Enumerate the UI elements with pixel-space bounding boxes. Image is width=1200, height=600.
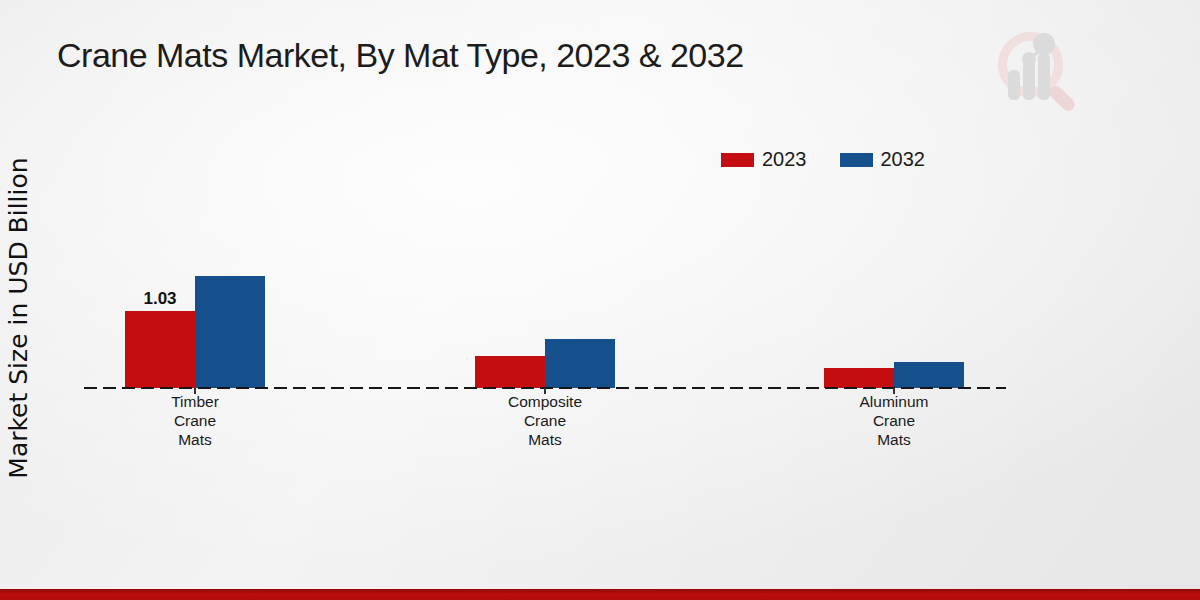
category-label: Aluminum Crane Mats: [824, 392, 964, 449]
legend-item-2023: 2023: [721, 148, 807, 171]
x-axis-tick: [544, 388, 546, 394]
legend-swatch-2032: [840, 153, 873, 167]
logo-chart-bar-icon: [1038, 53, 1050, 100]
bar-2032-category-2: [894, 362, 964, 388]
chart-page: Crane Mats Market, By Mat Type, 2023 & 2…: [0, 0, 1200, 600]
legend-swatch-2023: [721, 153, 754, 167]
bar-2032-category-1: [545, 339, 615, 388]
bar-2023-category-1: [475, 356, 545, 388]
category-label: Timber Crane Mats: [125, 392, 265, 449]
x-axis-tick: [893, 388, 895, 394]
market-research-future-logo: [985, 22, 1100, 122]
bar-2023-category-2: [824, 368, 894, 388]
logo-trend-dot-icon: [1022, 52, 1036, 66]
logo-chart-bar-icon: [1008, 70, 1020, 100]
bar-2023-category-0: [125, 311, 195, 388]
legend-item-2032: 2032: [840, 148, 926, 171]
logo-trend-dot-icon: [1033, 33, 1055, 55]
legend-label: 2023: [762, 148, 807, 171]
y-axis-label: Market Size in USD Billion: [4, 148, 32, 488]
legend-label: 2032: [881, 148, 926, 171]
magnifier-handle-icon: [1047, 83, 1078, 113]
category-label: Composite Crane Mats: [475, 392, 615, 449]
chart-title: Crane Mats Market, By Mat Type, 2023 & 2…: [57, 36, 744, 75]
bar-2032-category-0: [195, 276, 265, 388]
x-axis-tick: [194, 388, 196, 394]
bar-value-label: 1.03: [125, 289, 195, 309]
footer-accent-bar: [0, 589, 1200, 600]
legend: 2023 2032: [721, 148, 925, 171]
